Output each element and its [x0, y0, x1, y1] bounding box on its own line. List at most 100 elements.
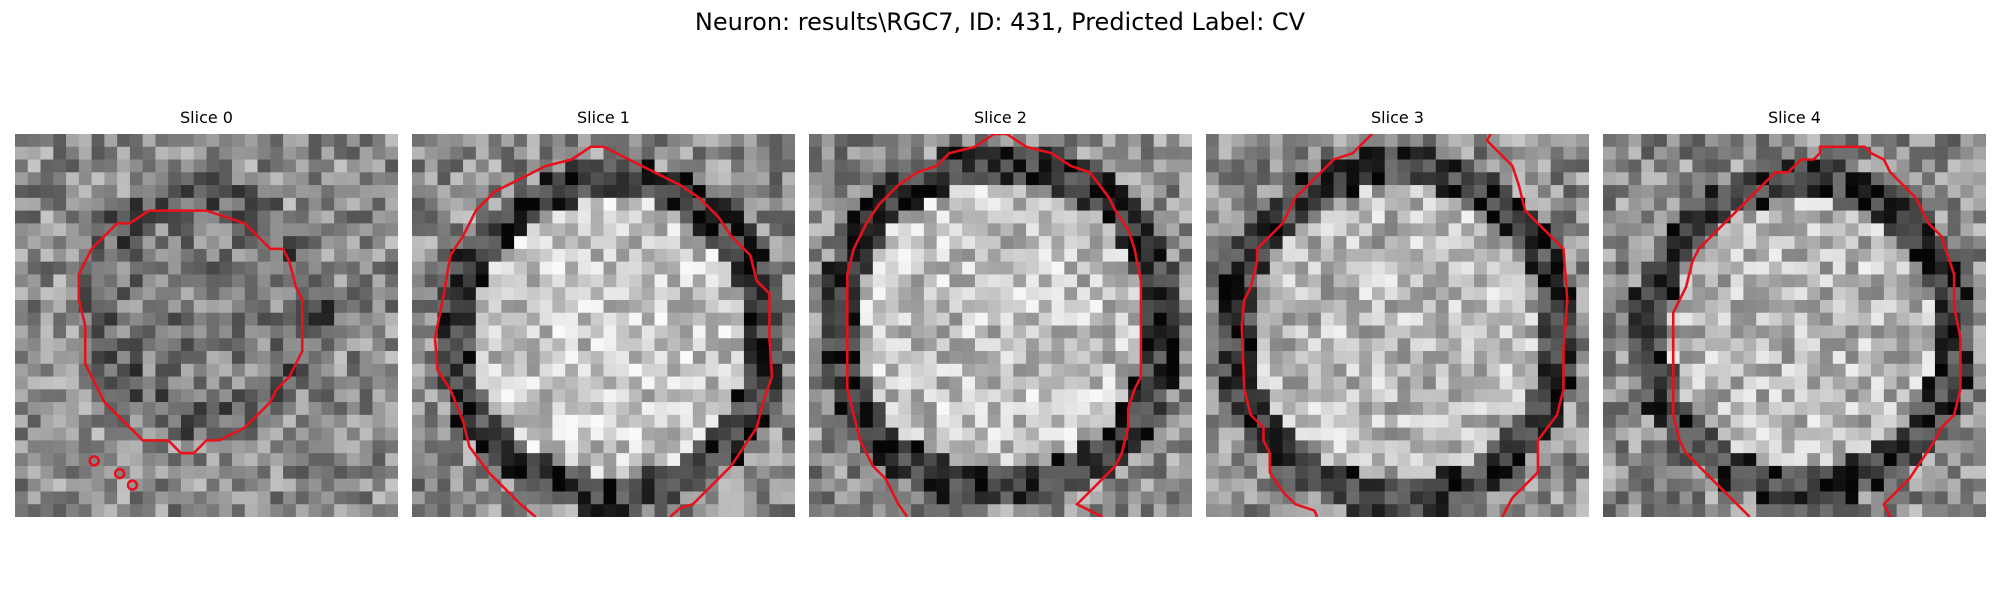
pixel [219, 248, 233, 262]
pixel [1820, 389, 1834, 403]
pixel [1153, 223, 1167, 237]
pixel [1448, 185, 1462, 199]
pixel [809, 134, 823, 148]
pixel [1051, 427, 1065, 441]
pixel [15, 338, 29, 352]
pixel [1730, 210, 1744, 224]
pixel [1628, 376, 1642, 390]
pixel [359, 376, 373, 390]
pixel [1397, 134, 1411, 148]
pixel [1179, 427, 1192, 441]
pixel [1346, 159, 1360, 173]
pixel [15, 389, 29, 403]
pixel [1410, 491, 1424, 505]
pixel [1705, 414, 1719, 428]
pixel [1960, 248, 1974, 262]
slice-pixels-2 [809, 134, 1192, 517]
pixel [1089, 427, 1103, 441]
segmentation-contour-2 [846, 134, 1143, 517]
pixel [526, 185, 540, 199]
pixel [244, 210, 258, 224]
pixel [1486, 159, 1500, 173]
pixel [1140, 134, 1154, 148]
pixel [1166, 274, 1180, 288]
pixel [782, 465, 795, 479]
pixel [1269, 197, 1283, 211]
pixel [1269, 159, 1283, 173]
pixel [168, 414, 182, 428]
pixel [577, 312, 591, 326]
pixel [821, 363, 835, 377]
pixel [27, 427, 41, 441]
pixel [743, 197, 757, 211]
pixel [1115, 146, 1129, 160]
pixel [1153, 491, 1167, 505]
pixel [1603, 210, 1617, 224]
pixel [475, 185, 489, 199]
pixel [1807, 197, 1821, 211]
pixel [1768, 491, 1782, 505]
pixel [1244, 504, 1258, 517]
pixel [1756, 478, 1770, 492]
pixel [1641, 312, 1655, 326]
pixel [1705, 491, 1719, 505]
pixel [475, 504, 489, 517]
pixel [104, 376, 118, 390]
pixel [1973, 414, 1986, 428]
pixel [1397, 172, 1411, 186]
pixel [1499, 146, 1513, 160]
pixel [1140, 172, 1154, 186]
pixel [1820, 210, 1834, 224]
pixel [1768, 402, 1782, 416]
pixel [1384, 478, 1398, 492]
pixel [692, 389, 706, 403]
pixel [1550, 478, 1564, 492]
pixel [654, 491, 668, 505]
pixel [385, 236, 398, 250]
pixel [1883, 185, 1897, 199]
pixel [756, 172, 770, 186]
pixel [1973, 440, 1986, 454]
pixel [488, 248, 502, 262]
pixel [936, 312, 950, 326]
pixel [1089, 440, 1103, 454]
pixel [488, 236, 502, 250]
pixel [257, 338, 271, 352]
pixel [1781, 402, 1795, 416]
pixel [412, 185, 426, 199]
pixel [629, 453, 643, 467]
pixel [1410, 427, 1424, 441]
pixel [847, 172, 861, 186]
slice-pixels-3 [1206, 134, 1589, 517]
pixel [552, 491, 566, 505]
pixel [809, 274, 823, 288]
pixel [1308, 453, 1322, 467]
pixel [809, 312, 823, 326]
pixel [27, 197, 41, 211]
pixel [501, 453, 515, 467]
pixel [1089, 287, 1103, 301]
pixel [769, 146, 783, 160]
pixel [193, 504, 207, 517]
pixel [1295, 376, 1309, 390]
pixel [1947, 210, 1961, 224]
pixel [1883, 236, 1897, 250]
pixel [1269, 453, 1283, 467]
pixel [898, 440, 912, 454]
pixel [641, 185, 655, 199]
pixel [437, 185, 451, 199]
pixel [1333, 402, 1347, 416]
pixel [1384, 312, 1398, 326]
pixel [1550, 299, 1564, 313]
pixel [193, 465, 207, 479]
pixel [1257, 172, 1271, 186]
pixel [1550, 287, 1564, 301]
pixel [1423, 440, 1437, 454]
pixel [1448, 465, 1462, 479]
pixel [641, 478, 655, 492]
pixel [809, 299, 823, 313]
pixel [1679, 478, 1693, 492]
pixel [346, 299, 360, 313]
pixel [1781, 351, 1795, 365]
pixel [1153, 312, 1167, 326]
